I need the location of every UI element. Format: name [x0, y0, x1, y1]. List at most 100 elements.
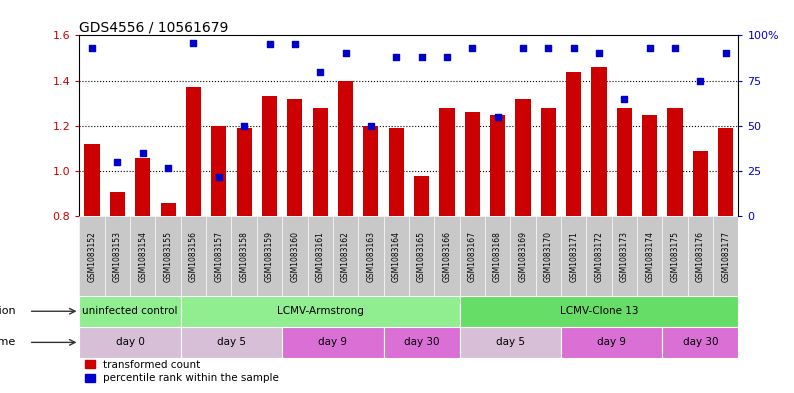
Text: day 5: day 5 — [217, 337, 246, 347]
Bar — [79, 327, 181, 358]
Text: GSM1083176: GSM1083176 — [696, 231, 705, 281]
Point — [137, 150, 149, 156]
Text: GSM1083154: GSM1083154 — [138, 231, 147, 281]
Text: day 9: day 9 — [597, 337, 626, 347]
Bar — [464, 112, 480, 217]
Point — [288, 41, 301, 48]
Bar — [364, 126, 379, 217]
Bar — [181, 217, 206, 296]
Bar — [105, 217, 130, 296]
Text: time: time — [0, 337, 16, 347]
Bar — [485, 217, 511, 296]
Bar — [409, 217, 434, 296]
Text: GSM1083169: GSM1083169 — [518, 231, 527, 281]
Bar — [642, 115, 657, 217]
Bar — [561, 327, 662, 358]
Text: GSM1083158: GSM1083158 — [240, 231, 249, 281]
Point — [238, 123, 251, 129]
Bar — [262, 97, 277, 217]
Bar — [617, 108, 632, 217]
Point — [643, 45, 656, 51]
Bar — [541, 108, 556, 217]
Bar — [333, 217, 358, 296]
Text: GSM1083156: GSM1083156 — [189, 231, 198, 281]
Text: GSM1083171: GSM1083171 — [569, 231, 578, 281]
Point — [314, 68, 326, 75]
Bar — [186, 87, 201, 217]
Text: GSM1083160: GSM1083160 — [291, 231, 299, 281]
Text: infection: infection — [0, 306, 16, 316]
Text: GSM1083164: GSM1083164 — [391, 231, 401, 281]
Point — [542, 45, 555, 51]
Text: GSM1083175: GSM1083175 — [671, 231, 680, 281]
Bar — [313, 108, 328, 217]
Bar — [662, 217, 688, 296]
Bar — [460, 296, 738, 327]
Bar — [637, 217, 662, 296]
Text: GSM1083167: GSM1083167 — [468, 231, 476, 281]
Text: GSM1083174: GSM1083174 — [646, 231, 654, 281]
Bar — [79, 296, 181, 327]
Bar — [287, 99, 303, 217]
Bar — [515, 99, 530, 217]
Bar — [561, 217, 586, 296]
Bar — [566, 72, 581, 217]
Bar — [181, 296, 460, 327]
Text: day 9: day 9 — [318, 337, 347, 347]
Bar — [79, 217, 105, 296]
Text: GSM1083168: GSM1083168 — [493, 231, 502, 281]
Bar — [338, 81, 353, 217]
Bar — [358, 217, 384, 296]
Bar — [282, 217, 307, 296]
Point — [263, 41, 276, 48]
Bar — [388, 128, 404, 217]
Point — [86, 45, 98, 51]
Bar — [256, 217, 282, 296]
Text: GSM1083152: GSM1083152 — [87, 231, 97, 281]
Bar — [536, 217, 561, 296]
Text: day 5: day 5 — [495, 337, 525, 347]
Text: GSM1083155: GSM1083155 — [164, 231, 172, 281]
Point — [213, 173, 225, 180]
Bar — [511, 217, 536, 296]
Point — [618, 95, 630, 102]
Bar — [160, 203, 175, 217]
Text: day 30: day 30 — [683, 337, 718, 347]
Bar — [135, 158, 150, 217]
Bar — [688, 217, 713, 296]
Text: GSM1083161: GSM1083161 — [316, 231, 325, 281]
Bar — [211, 126, 226, 217]
Bar — [713, 217, 738, 296]
Bar — [282, 327, 384, 358]
Text: GSM1083162: GSM1083162 — [341, 231, 350, 281]
Text: day 30: day 30 — [404, 337, 439, 347]
Bar — [384, 217, 409, 296]
Bar — [130, 217, 156, 296]
Bar — [611, 217, 637, 296]
Bar — [460, 217, 485, 296]
Bar — [586, 217, 611, 296]
Point — [567, 45, 580, 51]
Bar — [460, 327, 561, 358]
Bar — [84, 144, 100, 217]
Point — [719, 50, 732, 57]
Text: day 0: day 0 — [116, 337, 145, 347]
Point — [669, 45, 681, 51]
Bar — [592, 67, 607, 217]
Point — [339, 50, 352, 57]
Text: GSM1083163: GSM1083163 — [366, 231, 376, 281]
Bar — [181, 327, 282, 358]
Bar — [414, 176, 430, 217]
Text: uninfected control: uninfected control — [83, 306, 178, 316]
Bar — [490, 115, 505, 217]
Bar — [232, 217, 256, 296]
Bar — [156, 217, 181, 296]
Bar — [237, 128, 252, 217]
Point — [592, 50, 605, 57]
Bar — [718, 128, 734, 217]
Text: GSM1083170: GSM1083170 — [544, 231, 553, 281]
Bar — [384, 327, 460, 358]
Bar — [206, 217, 232, 296]
Bar — [662, 327, 738, 358]
Text: GSM1083153: GSM1083153 — [113, 231, 122, 281]
